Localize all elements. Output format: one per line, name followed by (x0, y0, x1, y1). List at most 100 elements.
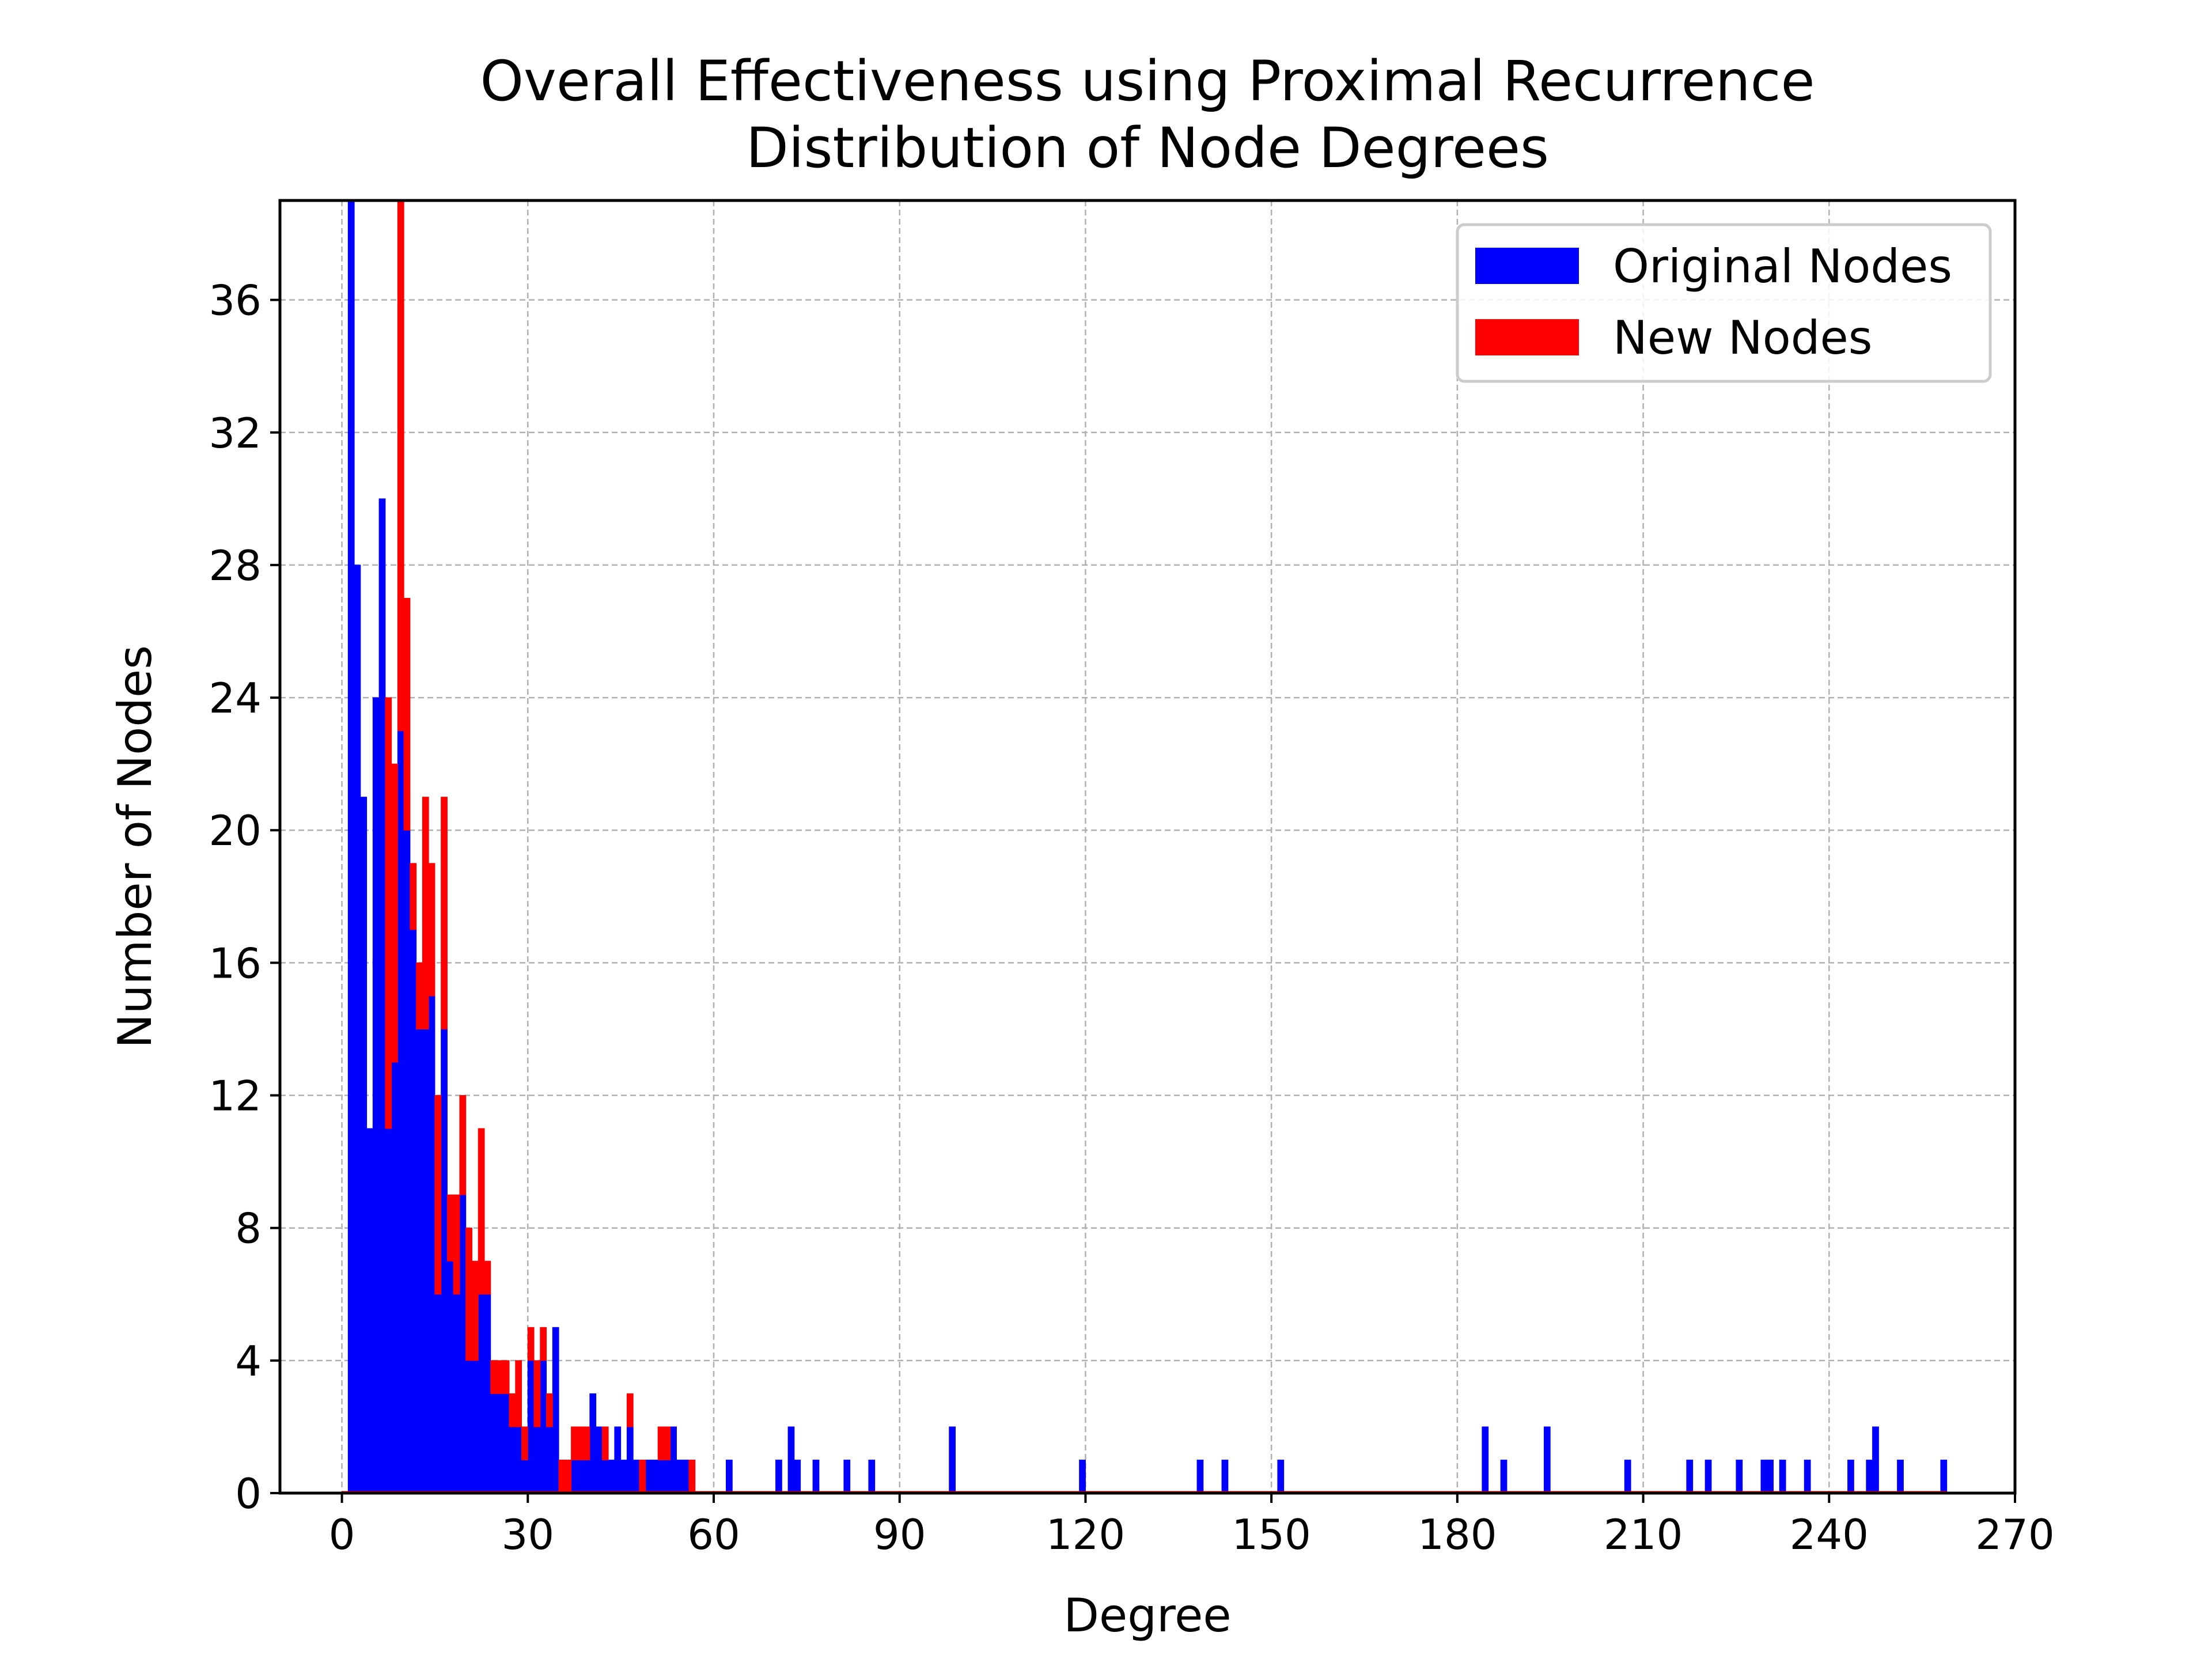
bar-new-nodes (422, 797, 429, 1029)
bar-new-nodes (565, 1459, 572, 1494)
bar-original-nodes (1760, 1459, 1768, 1494)
bar-new-nodes (471, 1260, 479, 1361)
bar-original-nodes (1779, 1459, 1786, 1494)
bar-original-nodes (441, 1028, 448, 1494)
bar-original-nodes (1705, 1459, 1712, 1494)
bar-original-nodes (434, 1294, 442, 1494)
bar-original-nodes (632, 1459, 640, 1494)
bar-new-nodes (416, 962, 423, 1029)
y-tick-label: 36 (209, 276, 262, 325)
y-tick-label: 32 (209, 409, 262, 457)
y-tick-label: 0 (235, 1469, 262, 1518)
bar-original-nodes (1940, 1459, 1948, 1494)
y-tick-label: 16 (209, 939, 262, 987)
bar-new-nodes (515, 1360, 522, 1427)
bar-new-nodes (571, 1426, 578, 1460)
bar-new-nodes (533, 1360, 541, 1427)
bar-new-nodes (385, 697, 392, 1129)
x-tick-label: 120 (1046, 1510, 1125, 1559)
bar-new-nodes (527, 1327, 535, 1361)
x-tick-label: 60 (687, 1510, 740, 1559)
bar-original-nodes (1872, 1426, 1879, 1494)
bar-original-nodes (540, 1360, 547, 1494)
bar-original-nodes (1847, 1459, 1854, 1494)
bar-original-nodes (366, 1128, 373, 1494)
bar-original-nodes (1736, 1459, 1743, 1494)
x-tick-label: 90 (873, 1510, 926, 1559)
bar-original-nodes (490, 1393, 498, 1494)
bar-new-nodes (546, 1393, 553, 1427)
bar-original-nodes (378, 498, 386, 1494)
bar-new-nodes (688, 1459, 696, 1494)
bar-new-nodes (601, 1426, 609, 1460)
bar-new-nodes (490, 1360, 498, 1394)
bar-original-nodes (1079, 1459, 1086, 1494)
bar-new-nodes (453, 1194, 460, 1295)
y-tick-label: 28 (209, 541, 262, 590)
bar-original-nodes (360, 797, 368, 1494)
y-tick-label: 12 (209, 1072, 262, 1120)
bar-new-nodes (497, 1360, 503, 1394)
bar-original-nodes (446, 1260, 454, 1494)
x-tick-label: 240 (1790, 1510, 1869, 1559)
bar-new-nodes (428, 863, 435, 997)
bar-original-nodes (670, 1426, 677, 1494)
bar-original-nodes (372, 697, 380, 1494)
bar-new-nodes (459, 1095, 467, 1195)
legend-label-new-nodes: New Nodes (1613, 311, 1872, 365)
bar-original-nodes (410, 929, 417, 1494)
bar-original-nodes (1767, 1459, 1774, 1494)
bar-original-nodes (422, 1028, 429, 1494)
bar-original-nodes (521, 1459, 528, 1494)
bar-original-nodes (1624, 1459, 1631, 1494)
bar-original-nodes (868, 1459, 876, 1494)
x-tick-label: 150 (1232, 1510, 1310, 1559)
bar-original-nodes (416, 1028, 423, 1494)
bar-original-nodes (478, 1294, 485, 1494)
bar-new-nodes (558, 1459, 566, 1494)
bar-new-nodes (509, 1393, 516, 1427)
chart-subtitle: Distribution of Node Degrees (746, 116, 1549, 180)
legend-box (1456, 223, 1992, 383)
bar-original-nodes (583, 1459, 590, 1494)
x-tick-label: 30 (501, 1510, 554, 1559)
legend-swatch-new-nodes (1475, 319, 1579, 355)
bar-original-nodes (620, 1459, 627, 1494)
bar-original-nodes (397, 730, 404, 1494)
bar-original-nodes (657, 1459, 665, 1494)
legend: Original Nodes New Nodes (1456, 223, 1992, 383)
y-tick-label: 4 (235, 1337, 262, 1385)
chart-title: Overall Effectiveness using Proximal Rec… (480, 49, 1815, 113)
bar-original-nodes (403, 830, 411, 1494)
bar-new-nodes (397, 200, 404, 732)
bar-original-nodes (453, 1294, 460, 1494)
bar-original-nodes (428, 995, 435, 1494)
bar-original-nodes (1277, 1459, 1285, 1494)
x-axis-label: Degree (1063, 1589, 1231, 1642)
bar-original-nodes (812, 1459, 820, 1494)
bar-original-nodes (1482, 1426, 1489, 1494)
bar-new-nodes (521, 1426, 528, 1460)
bar-original-nodes (502, 1393, 510, 1494)
bar-new-nodes (583, 1426, 590, 1460)
bar-original-nodes (465, 1360, 472, 1494)
x-tick-label: 180 (1418, 1510, 1497, 1559)
bar-new-nodes (502, 1360, 510, 1394)
bar-new-nodes (626, 1393, 634, 1427)
x-tick-label: 210 (1604, 1510, 1683, 1559)
bar-original-nodes (347, 200, 355, 1494)
plot-frame (278, 199, 2017, 1495)
bar-original-nodes (775, 1459, 782, 1494)
bar-original-nodes (385, 1128, 392, 1494)
bar-original-nodes (571, 1459, 578, 1494)
bar-original-nodes (651, 1459, 658, 1494)
bar-original-nodes (471, 1360, 479, 1494)
bar-new-nodes (664, 1426, 671, 1460)
bar-original-nodes (601, 1459, 609, 1494)
legend-swatch-original-nodes (1475, 248, 1579, 284)
bar-original-nodes (391, 1062, 398, 1494)
bar-original-nodes (1196, 1459, 1204, 1494)
bar-original-nodes (726, 1459, 733, 1494)
bar-original-nodes (484, 1294, 491, 1494)
